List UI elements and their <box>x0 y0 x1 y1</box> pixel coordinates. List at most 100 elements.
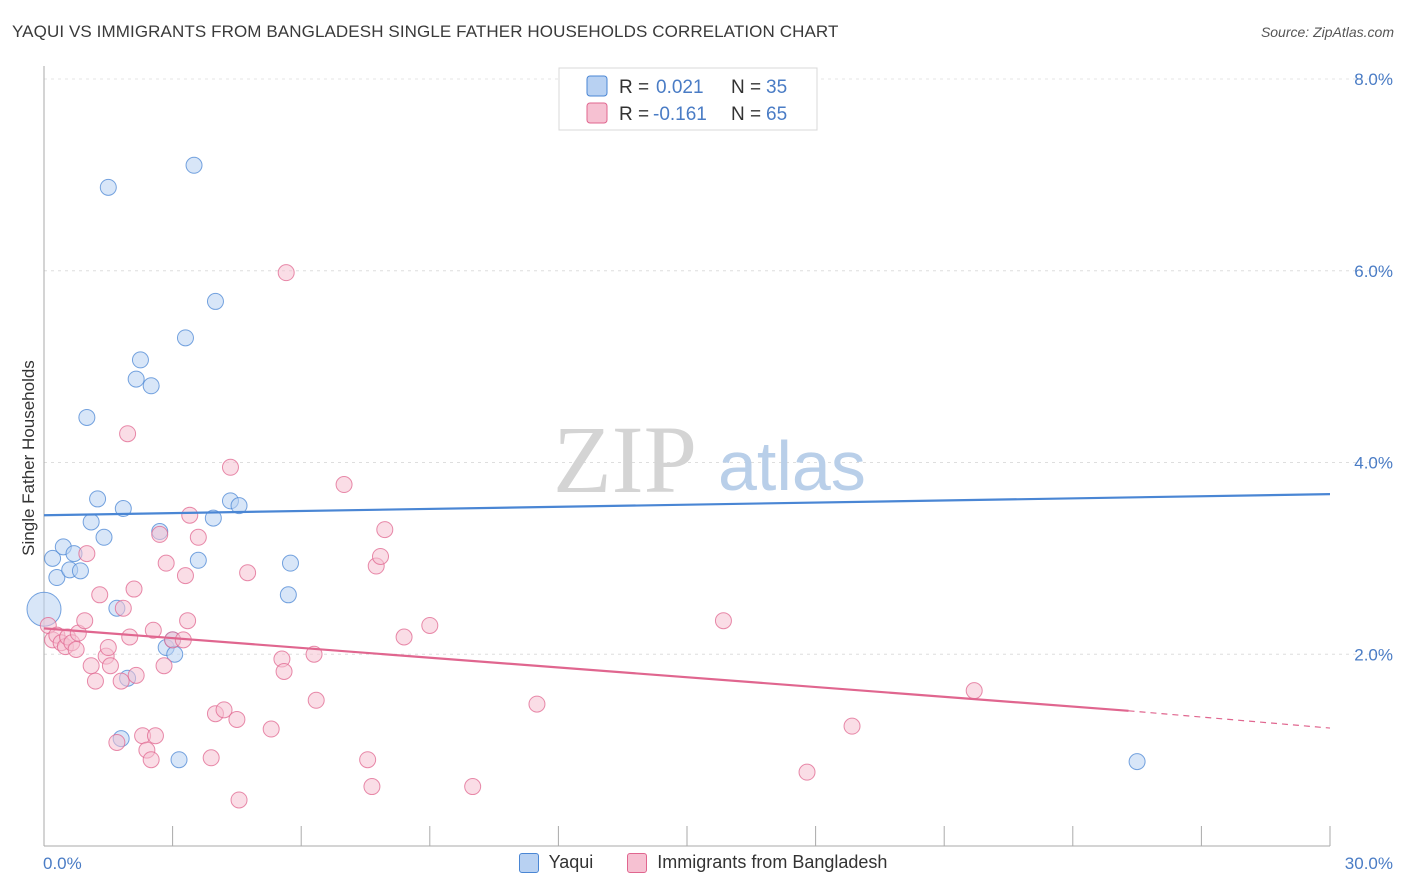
bangladesh-point-26 <box>142 751 160 769</box>
bangladesh-point-53 <box>363 778 381 796</box>
legend-item-bangladesh: Immigrants from Bangladesh <box>627 852 887 873</box>
bangladesh-point-20 <box>119 425 137 443</box>
axes <box>43 66 1331 847</box>
y-tick-label-3: 8.0% <box>1354 70 1393 89</box>
yaqui-point-1 <box>44 549 62 567</box>
bangladesh-point-19 <box>114 599 132 617</box>
bangladesh-point-29 <box>151 525 169 543</box>
yaqui-point-23 <box>170 751 188 769</box>
bangladesh-point-16 <box>101 657 119 675</box>
yaqui-point-26 <box>189 551 207 569</box>
yaqui-point-13 <box>114 500 132 518</box>
legend-n-label-2: N = <box>731 104 761 125</box>
bangladesh-point-61 <box>714 612 732 630</box>
watermark-atlas: atlas <box>718 427 866 505</box>
legend-n-value-2: 65 <box>766 104 787 125</box>
yaqui-point-32 <box>281 554 299 572</box>
bottom-legend: Yaqui Immigrants from Bangladesh <box>0 852 1406 873</box>
legend-r-value-2: -0.161 <box>653 104 707 125</box>
bangladesh-point-60 <box>528 695 546 713</box>
bangladesh-point-10 <box>78 545 96 563</box>
bangladesh-point-45 <box>262 720 280 738</box>
bangladesh-point-30 <box>155 657 173 675</box>
source-label: Source: ZipAtlas.com <box>1260 24 1394 40</box>
bangladesh-point-47 <box>275 663 293 681</box>
yaqui-point-27 <box>204 509 222 527</box>
bangladesh-point-51 <box>335 476 353 494</box>
bangladesh-point-40 <box>215 701 233 719</box>
legend-swatch-yaqui <box>586 75 608 97</box>
yaqui-point-25 <box>185 156 203 174</box>
bangladesh-point-17 <box>108 733 126 751</box>
bangladesh-point-22 <box>125 580 143 598</box>
bangladesh-point-44 <box>239 564 257 582</box>
legend-swatch-bangladesh <box>586 102 608 124</box>
bangladesh-point-62 <box>798 763 816 781</box>
bangladesh-point-15 <box>99 639 117 657</box>
yaqui-point-8 <box>82 513 100 531</box>
yaqui-point-10 <box>95 528 113 546</box>
bangladesh-point-34 <box>176 567 194 585</box>
legend-label-yaqui: Yaqui <box>548 852 594 872</box>
bangladesh-point-23 <box>127 666 145 684</box>
y-axis-title: Single Father Households <box>19 360 38 556</box>
x-tick-label-min: 0.0% <box>43 854 82 873</box>
yaqui-point-6 <box>71 562 89 580</box>
bangladesh-point-52 <box>359 751 377 769</box>
bangladesh-point-11 <box>82 657 100 675</box>
bangladesh-trend-line <box>43 627 1129 712</box>
legend-r-label-2: R = <box>619 104 649 125</box>
legend-box: R = 0.021 N = 35 R = -0.161 N = 65 <box>558 67 818 131</box>
trend-lines <box>43 493 1331 729</box>
x-tick-label-max: 30.0% <box>1345 854 1393 873</box>
bangladesh-point-38 <box>202 749 220 767</box>
watermark-zip: ZIP <box>553 406 697 513</box>
legend-swatch-bangladesh-bottom <box>627 852 648 873</box>
yaqui-point-30 <box>230 497 248 515</box>
bangladesh-point-37 <box>189 528 207 546</box>
bangladesh-point-58 <box>421 616 439 634</box>
legend-swatch-yaqui-bottom <box>518 852 539 873</box>
yaqui-point-16 <box>127 370 145 388</box>
yaqui-point-18 <box>142 377 160 395</box>
bangladesh-point-7 <box>67 640 85 658</box>
y-tick-label-2: 6.0% <box>1354 262 1393 281</box>
bangladesh-point-56 <box>376 521 394 539</box>
legend-n-value-1: 35 <box>766 77 787 98</box>
bangladesh-point-35 <box>179 612 197 630</box>
legend-label-bangladesh: Immigrants from Bangladesh <box>657 852 888 872</box>
legend-r-label-1: R = <box>619 77 649 98</box>
legend-n-label-1: N = <box>731 77 761 98</box>
bangladesh-trend-extension <box>1128 710 1331 729</box>
legend-r-value-1: 0.021 <box>656 77 704 98</box>
bangladesh-point-36 <box>181 506 199 524</box>
bangladesh-point-13 <box>91 586 109 604</box>
bangladesh-point-9 <box>76 612 94 630</box>
y-tick-labels: 2.0% 4.0% 6.0% 8.0% <box>1354 70 1393 664</box>
yaqui-point-17 <box>131 351 149 369</box>
yaqui-point-11 <box>99 178 117 196</box>
bangladesh-point-57 <box>395 628 413 646</box>
bangladesh-point-31 <box>157 554 175 572</box>
bangladesh-point-55 <box>372 547 390 565</box>
yaqui-point-28 <box>206 292 224 310</box>
legend-item-yaqui: Yaqui <box>518 852 594 873</box>
yaqui-point-24 <box>176 329 194 347</box>
yaqui-point-31 <box>279 586 297 604</box>
y-tick-label-1: 4.0% <box>1354 454 1393 473</box>
series-bangladesh-points <box>39 264 983 809</box>
bangladesh-point-64 <box>965 682 983 700</box>
y-tick-label-0: 2.0% <box>1354 645 1393 664</box>
bangladesh-point-50 <box>307 691 325 709</box>
chart-title: YAQUI VS IMMIGRANTS FROM BANGLADESH SING… <box>12 22 839 41</box>
yaqui-point-2 <box>48 569 66 587</box>
yaqui-point-9 <box>89 490 107 508</box>
bangladesh-point-28 <box>146 727 164 745</box>
bangladesh-point-43 <box>230 791 248 809</box>
bangladesh-point-63 <box>843 717 861 735</box>
bangladesh-point-48 <box>277 264 295 282</box>
bangladesh-point-27 <box>144 621 162 639</box>
yaqui-point-7 <box>78 408 96 426</box>
bangladesh-point-41 <box>221 458 239 476</box>
